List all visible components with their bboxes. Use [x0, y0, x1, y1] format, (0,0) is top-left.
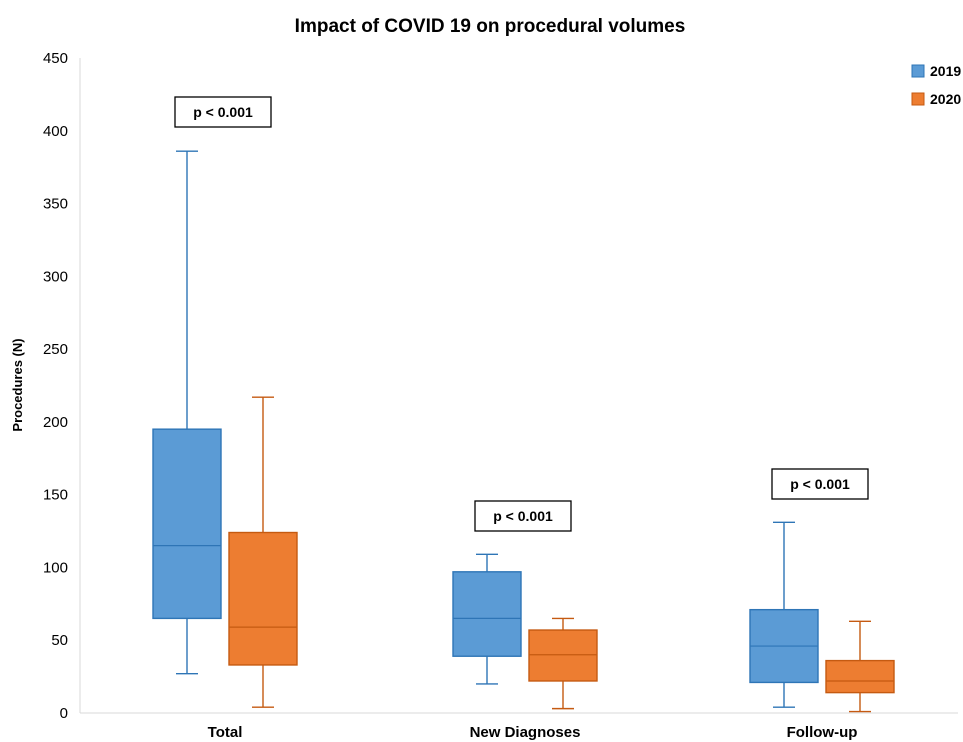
annotations: p < 0.001 p < 0.001 p < 0.001 — [175, 97, 868, 531]
box-2020 — [229, 397, 297, 707]
iqr-box — [529, 630, 597, 681]
box-2019 — [750, 522, 818, 707]
iqr-box — [826, 661, 894, 693]
chart-title: Impact of COVID 19 on procedural volumes — [295, 16, 686, 37]
legend-label-2020: 2020 — [930, 91, 961, 107]
y-tick-label: 150 — [43, 487, 68, 504]
p-value-label: p < 0.001 — [193, 104, 253, 120]
box-2019 — [453, 554, 521, 684]
p-value-label: p < 0.001 — [493, 508, 553, 524]
y-tick-label: 50 — [51, 632, 68, 649]
iqr-box — [453, 572, 521, 656]
p-value-label: p < 0.001 — [790, 476, 850, 492]
plot-area — [153, 151, 894, 711]
x-tick-label: New Diagnoses — [470, 724, 581, 741]
y-tick-label: 350 — [43, 196, 68, 213]
box-2020 — [529, 618, 597, 708]
box-2019 — [153, 151, 221, 674]
y-tick-label: 250 — [43, 341, 68, 358]
y-tick-label: 400 — [43, 123, 68, 140]
iqr-box — [229, 533, 297, 665]
y-tick-label: 0 — [60, 705, 68, 722]
x-tick-label: Follow-up — [787, 724, 858, 741]
y-tick-label: 300 — [43, 268, 68, 285]
box-2020 — [826, 621, 894, 711]
iqr-box — [153, 429, 221, 618]
legend-swatch-2020 — [912, 93, 924, 105]
y-tick-label: 100 — [43, 559, 68, 576]
legend-label-2019: 2019 — [930, 63, 961, 79]
legend-swatch-2019 — [912, 65, 924, 77]
y-axis-label: Procedures (N) — [10, 338, 25, 431]
x-tick-label: Total — [208, 724, 243, 741]
y-tick-label: 450 — [43, 50, 68, 67]
y-tick-label: 200 — [43, 414, 68, 431]
legend: 2019 2020 — [912, 63, 961, 107]
